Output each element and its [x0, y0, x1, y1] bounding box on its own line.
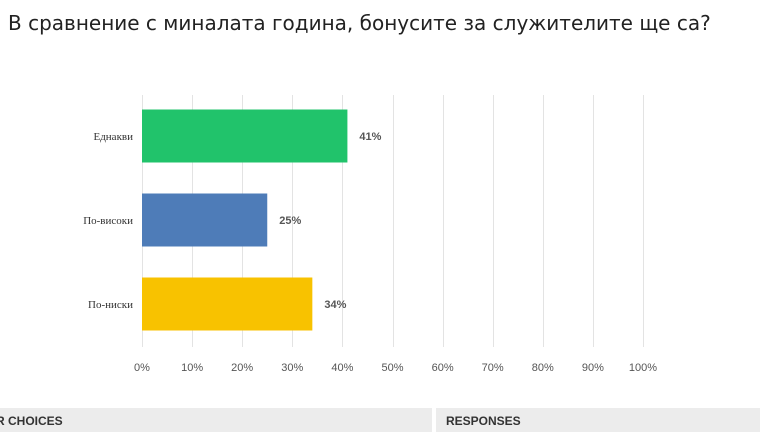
category-labels: Еднакви По-високи По-ниски: [83, 131, 133, 311]
x-tick-label: 10%: [181, 362, 203, 374]
x-tick-label: 90%: [582, 362, 604, 374]
answer-choices-header: R CHOICES: [0, 408, 432, 432]
value-label: 25%: [279, 215, 301, 227]
category-label: По-високи: [83, 215, 133, 227]
value-label: 41%: [359, 131, 381, 143]
x-tick-label: 40%: [331, 362, 353, 374]
x-axis-ticks: 0% 10% 20% 30% 40% 50% 60% 70% 80% 90% 100%: [134, 362, 657, 374]
bar-chart: Еднакви По-високи По-ниски 41% 25% 34% 0% 10%…: [83, 95, 657, 374]
category-label: По-ниски: [88, 299, 133, 311]
x-tick-label: 20%: [231, 362, 253, 374]
x-tick-label: 70%: [482, 362, 504, 374]
value-labels: 41% 25% 34%: [279, 131, 381, 311]
x-tick-label: 30%: [281, 362, 303, 374]
bar: [142, 277, 313, 331]
chart-bars: [142, 109, 348, 331]
x-tick-label: 50%: [381, 362, 403, 374]
responses-header-label: RESPONSES: [446, 414, 521, 428]
question-title: В сравнение с миналата година, бонусите …: [8, 11, 711, 35]
x-tick-label: 60%: [432, 362, 454, 374]
bar: [142, 109, 348, 163]
responses-header: RESPONSES: [436, 408, 760, 432]
x-tick-label: 0%: [134, 362, 150, 374]
x-tick-label: 80%: [532, 362, 554, 374]
category-label: Еднакви: [93, 131, 133, 143]
bar: [142, 193, 268, 247]
x-tick-label: 100%: [629, 362, 657, 374]
value-label: 34%: [324, 299, 346, 311]
answer-choices-header-label: R CHOICES: [0, 414, 63, 428]
